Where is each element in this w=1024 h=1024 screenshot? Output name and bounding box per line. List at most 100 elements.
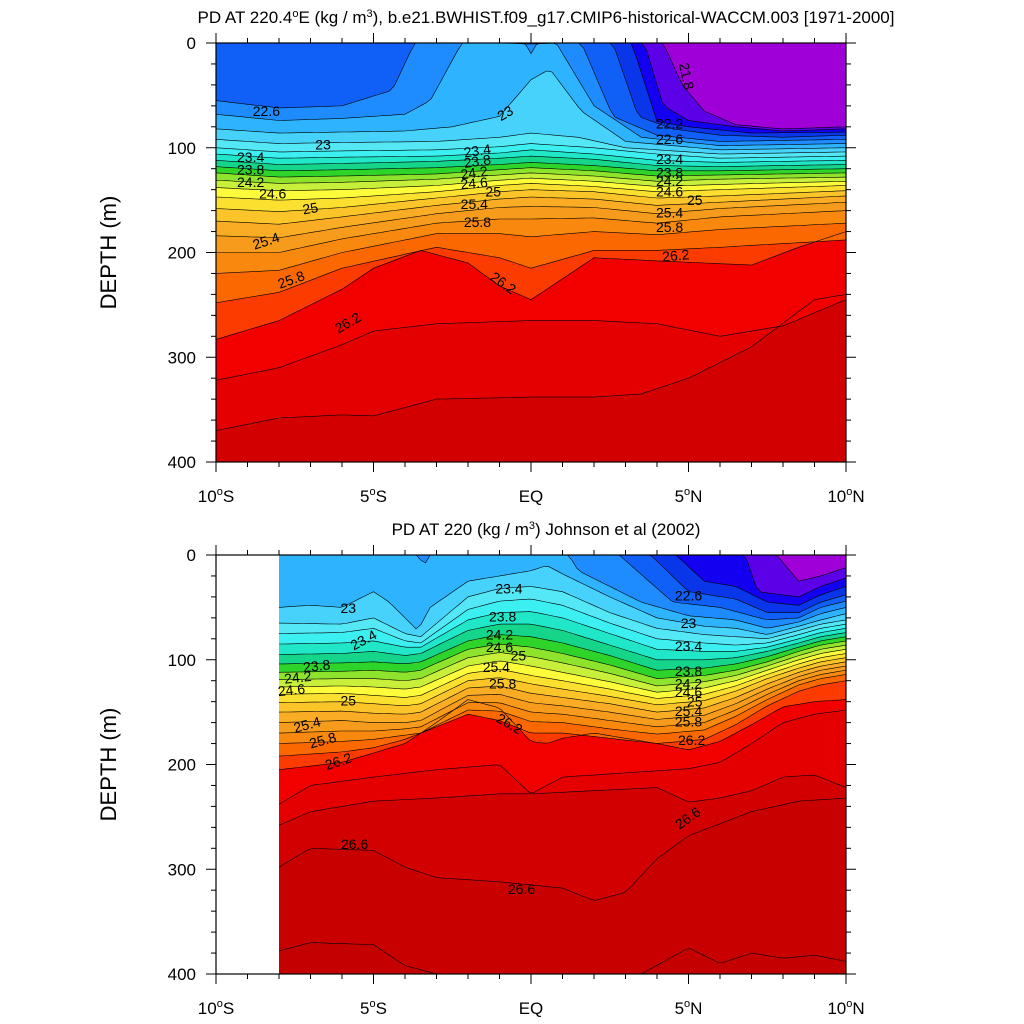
top-isopycnal-25.0 [216,189,846,212]
bottom-isopycnal-23.6 [279,611,846,652]
top-contour-label: 24.6 [460,174,489,192]
bottom-x-tick-label: 5oS [360,998,387,1018]
top-isopycnal-23.8 [216,155,846,167]
top-contour-label: 23.8 [656,165,683,181]
top-y-tick-label: 300 [168,348,196,367]
top-contour-label: 25 [485,183,501,199]
top-contour-label: 22.2 [656,115,683,131]
top-contour-label: 25.8 [464,214,491,230]
bottom-contour-label: 26.6 [508,881,535,897]
bottom-contour-label: 25.8 [308,729,339,752]
bottom-isopycnal-23.0 [279,565,846,635]
bottom-isopycnal-23.2 [279,586,846,640]
bottom-contour-label: 25.4 [483,659,510,675]
bottom-y-tick-label: 400 [168,965,196,984]
bottom-isopycnal-22.2 [674,555,846,606]
top-isopycnal-22.8 [216,43,846,147]
top-band-21.6 [662,43,846,129]
top-y-tick-label: 100 [168,139,196,158]
bottom-contour-label: 23.8 [489,609,516,625]
top-x-tick-label: EQ [519,487,544,506]
top-x-tick-label: 5oN [675,486,703,506]
bottom-contour-label: 25.8 [489,676,516,692]
top-contour-label: 25 [687,192,703,208]
top-contour-lines [216,43,846,431]
top-contour-label: 26.2 [662,246,691,264]
bottom-contour-label: 24.6 [277,680,306,699]
bottom-contour-label: 22.6 [675,588,702,604]
bottom-y-tick-label: 300 [168,860,196,879]
bottom-isopycnal-25.0 [279,657,846,706]
top-isopycnal-22.4 [609,43,846,138]
bottom-isopycnal-22.0 [741,555,846,598]
bottom-isopycnal-24.8 [279,653,846,699]
top-isopycnal-25.2 [216,195,846,225]
top-isopycnal-25.6 [216,210,846,253]
bottom-contour-label: 25.8 [675,713,702,729]
top-contour-label: 25.8 [656,219,683,235]
bottom-contour-label: 23 [681,615,697,631]
bottom-contour-label: 26.2 [678,732,705,748]
bottom-contour-label: 24.6 [486,639,513,655]
bottom-contour-labels: 2323.423.824.224.62525.425.826.226.623.4… [277,580,705,897]
bottom-isopycnal-26.4 [279,709,846,805]
top-contour-fills [216,43,846,462]
top-contour-label: 24.6 [656,183,683,199]
bottom-x-tick-label: 10oS [198,998,234,1018]
bottom-isopycnal-22.6 [617,555,846,621]
top-isopycnal-26.6 [216,294,846,431]
bottom-contour-lines [279,555,846,974]
top-isopycnal-21.8 [659,43,846,130]
top-contour-label: 23.8 [237,161,264,177]
bottom-contour-label: 24.6 [675,684,702,700]
bottom-y-tick-label: 0 [187,546,196,565]
bottom-contour-label: 26.6 [341,836,368,852]
bottom-chart-title: PD AT 220 (kg / m3) Johnson et al (2002) [392,520,701,539]
top-x-tick-label: 10oS [198,486,234,506]
top-isopycnal-25.4 [216,201,846,239]
bottom-contour-label: 23.4 [675,638,702,654]
top-isopycnal-26.0 [216,239,846,304]
top-contour-label: 23.8 [463,151,492,171]
bottom-contour-label: 23 [341,600,357,616]
top-contour-label: 24.6 [259,186,286,202]
top-contour-label: 22.6 [656,131,683,147]
top-isopycnal-23.6 [216,149,846,163]
top-contour-label: 23.4 [237,149,264,165]
top-y-tick-label: 0 [187,34,196,53]
bottom-x-tick-label: 5oN [675,998,703,1018]
top-contour-label: 23 [315,136,331,152]
bottom-contour-label: 23.4 [495,580,522,596]
bottom-contour-fills [279,555,846,974]
top-isopycnal-25.8 [216,222,846,274]
bottom-contour-label: 25 [341,692,357,708]
top-contour-label: 25.4 [656,204,683,220]
top-contour-label: 21.8 [676,61,697,91]
top-contour-label: 25 [301,199,319,217]
top-isopycnal-23.2 [216,132,846,155]
bottom-isopycnal-24.0 [279,634,846,671]
top-isopycnal-24.4 [216,172,846,184]
bottom-contour-label: 24.2 [486,626,513,642]
top-isopycnal-26.2 [216,231,846,340]
bottom-isopycnal-23.4 [279,598,846,646]
bottom-contour-label: 25 [511,647,527,663]
top-isopycnal-24.0 [216,162,846,172]
bottom-ticks [206,545,856,984]
top-contour-label: 24.2 [656,173,683,189]
top-isopycnal-23.0 [216,70,846,151]
bottom-isopycnal-25.8 [279,674,846,744]
bottom-contour-label: 24.2 [675,676,702,692]
top-contour-label: 24.2 [237,174,264,190]
bottom-isopycnal-25.4 [279,665,846,723]
top-isopycnal-24.8 [216,183,846,201]
top-isopycnal-24.6 [216,177,846,192]
bottom-y-tick-label: 100 [168,651,196,670]
bottom-isopycnal-22.4 [647,555,846,613]
bottom-contour-label: 23.8 [675,663,702,679]
bottom-contour-label: 24.2 [283,668,312,687]
bottom-isopycnal-26.8 [279,797,846,901]
bottom-isopycnal-25.2 [279,661,846,715]
top-panel: 22.62323.423.824.224.62525.425.826.22323… [96,8,894,506]
